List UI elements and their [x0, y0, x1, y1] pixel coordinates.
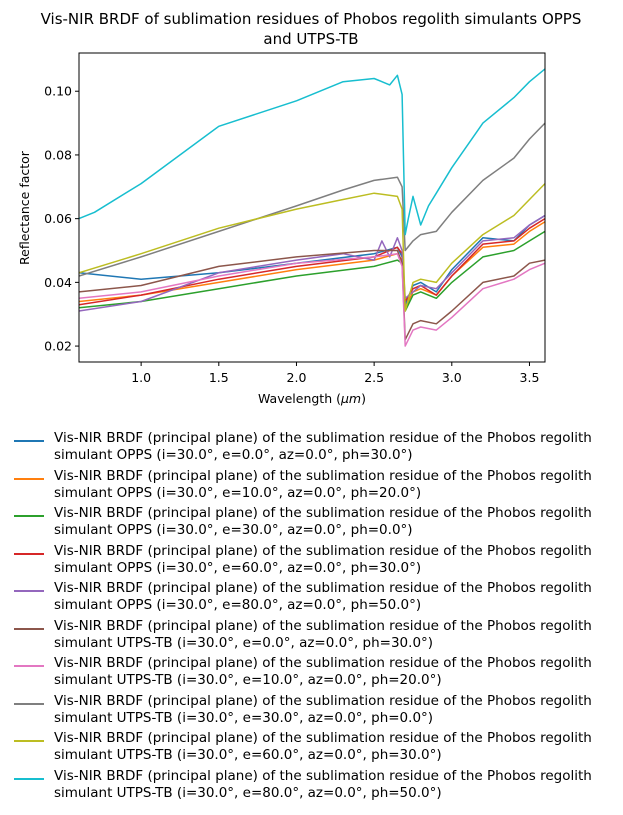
legend-swatch — [14, 627, 44, 630]
series-line-1 — [79, 214, 545, 306]
y-tick-label: 0.04 — [44, 275, 72, 290]
legend-swatch — [14, 590, 44, 592]
legend-item-6: Vis-NIR BRDF (principal plane) of the su… — [14, 618, 614, 656]
legend-label: Vis-NIR BRDF (principal plane) of the su… — [54, 693, 614, 727]
legend-label: Vis-NIR BRDF (principal plane) of the su… — [54, 655, 614, 689]
legend-label-line-1: Vis-NIR BRDF (principal plane) of the su… — [54, 692, 592, 709]
x-tick-label: 2.5 — [364, 370, 384, 385]
legend-label: Vis-NIR BRDF (principal plane) of the su… — [54, 618, 614, 652]
series-line-3 — [79, 230, 545, 312]
legend-label-line-1: Vis-NIR BRDF (principal plane) of the su… — [54, 655, 592, 671]
legend-item-9: Vis-NIR BRDF (principal plane) of the su… — [14, 730, 614, 768]
legend-label-line-2: simulant OPPS (i=30.0°, e=60.0°, az=0.0°… — [54, 559, 422, 576]
legend-label-line-1: Vis-NIR BRDF (principal plane) of the su… — [54, 767, 592, 784]
chart-title-line-2: and UTPS-TB — [263, 30, 358, 48]
series-lines — [79, 68, 545, 347]
legend-swatch — [14, 702, 44, 705]
legend-swatch — [14, 740, 44, 742]
x-tick-label: 1.5 — [209, 370, 229, 385]
series-line-9 — [79, 183, 545, 312]
legend-label: Vis-NIR BRDF (principal plane) of the su… — [54, 543, 614, 577]
chart-title-line-1: Vis-NIR BRDF of sublimation residues of … — [41, 10, 582, 28]
plot-area-frame — [78, 52, 546, 363]
legend-label: Vis-NIR BRDF (principal plane) of the su… — [54, 730, 614, 764]
legend-item-2: Vis-NIR BRDF (principal plane) of the su… — [14, 468, 614, 506]
legend-label-line-1: Vis-NIR BRDF (principal plane) of the su… — [54, 430, 592, 446]
legend: Vis-NIR BRDF (principal plane) of the su… — [14, 430, 614, 805]
y-axis-label: Reflectance factor — [17, 150, 32, 265]
y-axis: 0.02 0.04 0.06 0.08 0.10 — [44, 84, 79, 354]
x-tick-label: 2.0 — [287, 370, 307, 385]
legend-swatch — [14, 552, 44, 555]
legend-label-line-2: simulant OPPS (i=30.0°, e=30.0°, az=0.0°… — [54, 522, 413, 538]
legend-label-line-2: simulant UTPS-TB (i=30.0°, e=60.0°, az=0… — [54, 747, 442, 763]
legend-item-10: Vis-NIR BRDF (principal plane) of the su… — [14, 768, 614, 806]
legend-label-line-2: simulant OPPS (i=30.0°, e=10.0°, az=0.0°… — [54, 484, 422, 501]
legend-label: Vis-NIR BRDF (principal plane) of the su… — [54, 468, 614, 502]
legend-label-line-1: Vis-NIR BRDF (principal plane) of the su… — [54, 542, 592, 559]
series-line-8 — [79, 122, 545, 277]
legend-swatch — [14, 665, 44, 667]
x-tick-label: 3.0 — [442, 370, 462, 385]
legend-label-line-1: Vis-NIR BRDF (principal plane) of the su… — [54, 505, 592, 521]
y-tick-label: 0.10 — [44, 84, 72, 99]
legend-item-4: Vis-NIR BRDF (principal plane) of the su… — [14, 543, 614, 581]
legend-label-line-2: simulant UTPS-TB (i=30.0°, e=10.0°, az=0… — [54, 672, 442, 688]
legend-label-line-1: Vis-NIR BRDF (principal plane) of the su… — [54, 580, 592, 596]
x-axis: 1.0 1.5 2.0 2.5 3.0 3.5 — [131, 362, 539, 385]
y-tick-label: 0.06 — [44, 211, 72, 226]
y-tick-label: 0.08 — [44, 147, 72, 162]
x-axis-label: Wavelength (μm) — [258, 391, 366, 406]
legend-label-line-2: simulant UTPS-TB (i=30.0°, e=30.0°, az=0… — [54, 709, 434, 726]
legend-label-line-1: Vis-NIR BRDF (principal plane) of the su… — [54, 467, 592, 484]
legend-swatch — [14, 477, 44, 480]
legend-label-line-2: simulant OPPS (i=30.0°, e=0.0°, az=0.0°,… — [54, 447, 413, 463]
legend-item-7: Vis-NIR BRDF (principal plane) of the su… — [14, 655, 614, 693]
legend-label-line-1: Vis-NIR BRDF (principal plane) of the su… — [54, 617, 592, 634]
legend-item-3: Vis-NIR BRDF (principal plane) of the su… — [14, 505, 614, 543]
legend-label: Vis-NIR BRDF (principal plane) of the su… — [54, 580, 614, 614]
legend-label: Vis-NIR BRDF (principal plane) of the su… — [54, 430, 614, 464]
x-tick-label: 3.5 — [520, 370, 540, 385]
series-line-10 — [79, 68, 545, 236]
series-line-5 — [79, 214, 545, 312]
legend-label-line-2: simulant OPPS (i=30.0°, e=80.0°, az=0.0°… — [54, 597, 422, 613]
legend-label-line-2: simulant UTPS-TB (i=30.0°, e=0.0°, az=0.… — [54, 634, 434, 651]
legend-label-line-1: Vis-NIR BRDF (principal plane) of the su… — [54, 730, 592, 746]
legend-item-8: Vis-NIR BRDF (principal plane) of the su… — [14, 693, 614, 731]
y-tick-label: 0.02 — [44, 339, 72, 354]
legend-label: Vis-NIR BRDF (principal plane) of the su… — [54, 768, 614, 802]
legend-swatch — [14, 440, 44, 442]
legend-item-5: Vis-NIR BRDF (principal plane) of the su… — [14, 580, 614, 618]
series-line-6 — [79, 249, 545, 341]
legend-label-line-2: simulant UTPS-TB (i=30.0°, e=80.0°, az=0… — [54, 784, 442, 801]
series-line-7 — [79, 252, 545, 347]
series-line-2 — [79, 221, 545, 309]
legend-item-1: Vis-NIR BRDF (principal plane) of the su… — [14, 430, 614, 468]
legend-label: Vis-NIR BRDF (principal plane) of the su… — [54, 505, 614, 539]
x-tick-label: 1.0 — [131, 370, 151, 385]
legend-swatch — [14, 515, 44, 517]
legend-swatch — [14, 777, 44, 780]
chart-canvas: Vis-NIR BRDF of sublimation residues of … — [17, 10, 582, 406]
